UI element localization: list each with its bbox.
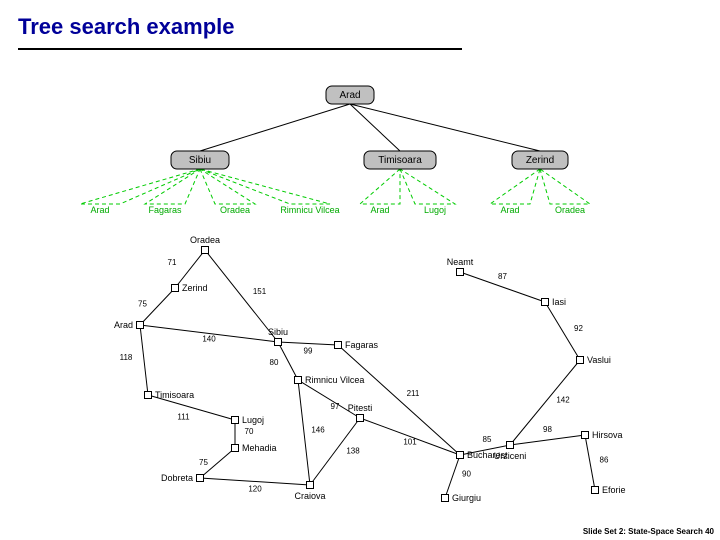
svg-text:98: 98 bbox=[543, 425, 552, 434]
svg-text:Mehadia: Mehadia bbox=[242, 443, 277, 453]
svg-text:87: 87 bbox=[498, 272, 507, 281]
svg-text:97: 97 bbox=[331, 402, 340, 411]
svg-text:Rimnicu Vilcea: Rimnicu Vilcea bbox=[305, 375, 364, 385]
svg-text:118: 118 bbox=[120, 353, 133, 362]
svg-text:151: 151 bbox=[253, 287, 267, 296]
svg-text:Sibiu: Sibiu bbox=[268, 327, 288, 337]
svg-text:85: 85 bbox=[483, 435, 492, 444]
svg-text:211: 211 bbox=[407, 389, 420, 398]
svg-text:Dobreta: Dobreta bbox=[161, 473, 193, 483]
svg-text:Zerind: Zerind bbox=[182, 283, 208, 293]
svg-text:146: 146 bbox=[311, 426, 325, 435]
svg-text:99: 99 bbox=[304, 347, 313, 356]
svg-text:Timisoara: Timisoara bbox=[155, 390, 194, 400]
svg-text:75: 75 bbox=[199, 458, 208, 467]
svg-text:Eforie: Eforie bbox=[602, 485, 626, 495]
svg-text:86: 86 bbox=[600, 456, 609, 465]
svg-text:Craiova: Craiova bbox=[294, 491, 325, 501]
svg-text:Neamt: Neamt bbox=[447, 257, 474, 267]
svg-text:Fagaras: Fagaras bbox=[345, 340, 379, 350]
svg-text:111: 111 bbox=[177, 413, 190, 422]
slide-footer: Slide Set 2: State-Space Search 40 bbox=[583, 527, 714, 536]
svg-text:138: 138 bbox=[346, 447, 360, 456]
svg-text:80: 80 bbox=[270, 358, 279, 367]
svg-text:Arad: Arad bbox=[114, 320, 133, 330]
svg-text:75: 75 bbox=[138, 300, 147, 309]
svg-text:Giurgiu: Giurgiu bbox=[452, 493, 481, 503]
svg-text:Iasi: Iasi bbox=[552, 297, 566, 307]
svg-text:71: 71 bbox=[168, 258, 177, 267]
svg-text:90: 90 bbox=[462, 470, 471, 479]
svg-text:Hirsova: Hirsova bbox=[592, 430, 623, 440]
svg-text:120: 120 bbox=[248, 485, 262, 494]
romania-map-diagram: 71 75 151 140 118 111 70 75 120 99 80 97 146 138 101 21… bbox=[0, 0, 720, 540]
svg-text:142: 142 bbox=[556, 396, 570, 405]
svg-text:140: 140 bbox=[202, 335, 216, 344]
svg-text:101: 101 bbox=[403, 438, 417, 447]
svg-text:92: 92 bbox=[574, 324, 583, 333]
svg-text:Lugoj: Lugoj bbox=[242, 415, 264, 425]
svg-text:Oradea: Oradea bbox=[190, 235, 220, 245]
svg-text:Vaslui: Vaslui bbox=[587, 355, 611, 365]
svg-text:70: 70 bbox=[245, 427, 254, 436]
svg-text:Pitesti: Pitesti bbox=[348, 403, 373, 413]
svg-text:Urziceni: Urziceni bbox=[494, 451, 527, 461]
